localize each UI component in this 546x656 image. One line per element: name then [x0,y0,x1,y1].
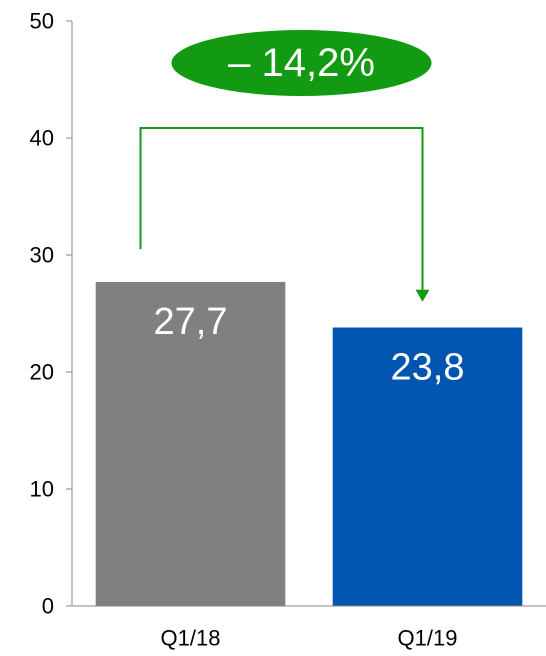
data-label: 23,8 [391,347,465,389]
y-tick-label: 0 [42,594,54,619]
change-label: – 14,2% [228,41,375,85]
x-tick-label: Q1/18 [161,626,221,651]
change-badge [171,30,432,96]
data-label: 27,7 [154,301,228,343]
change-arrow-head [415,289,430,302]
y-tick-label: 50 [30,9,54,34]
y-tick-label: 10 [30,477,54,502]
y-tick-label: 40 [30,126,54,151]
bar-q1-19 [332,327,523,606]
y-tick-label: 30 [30,243,54,268]
bars: 27,7 23,8 [95,281,523,606]
bar-q1-18 [95,281,286,606]
y-axis: 0 10 20 30 40 50 [30,9,73,619]
y-tick-label: 20 [30,360,54,385]
x-tick-label: Q1/19 [398,626,458,651]
x-axis: Q1/18 Q1/19 [66,605,546,651]
change-bracket [139,127,424,295]
change-annotation: – 14,2% [139,30,432,302]
